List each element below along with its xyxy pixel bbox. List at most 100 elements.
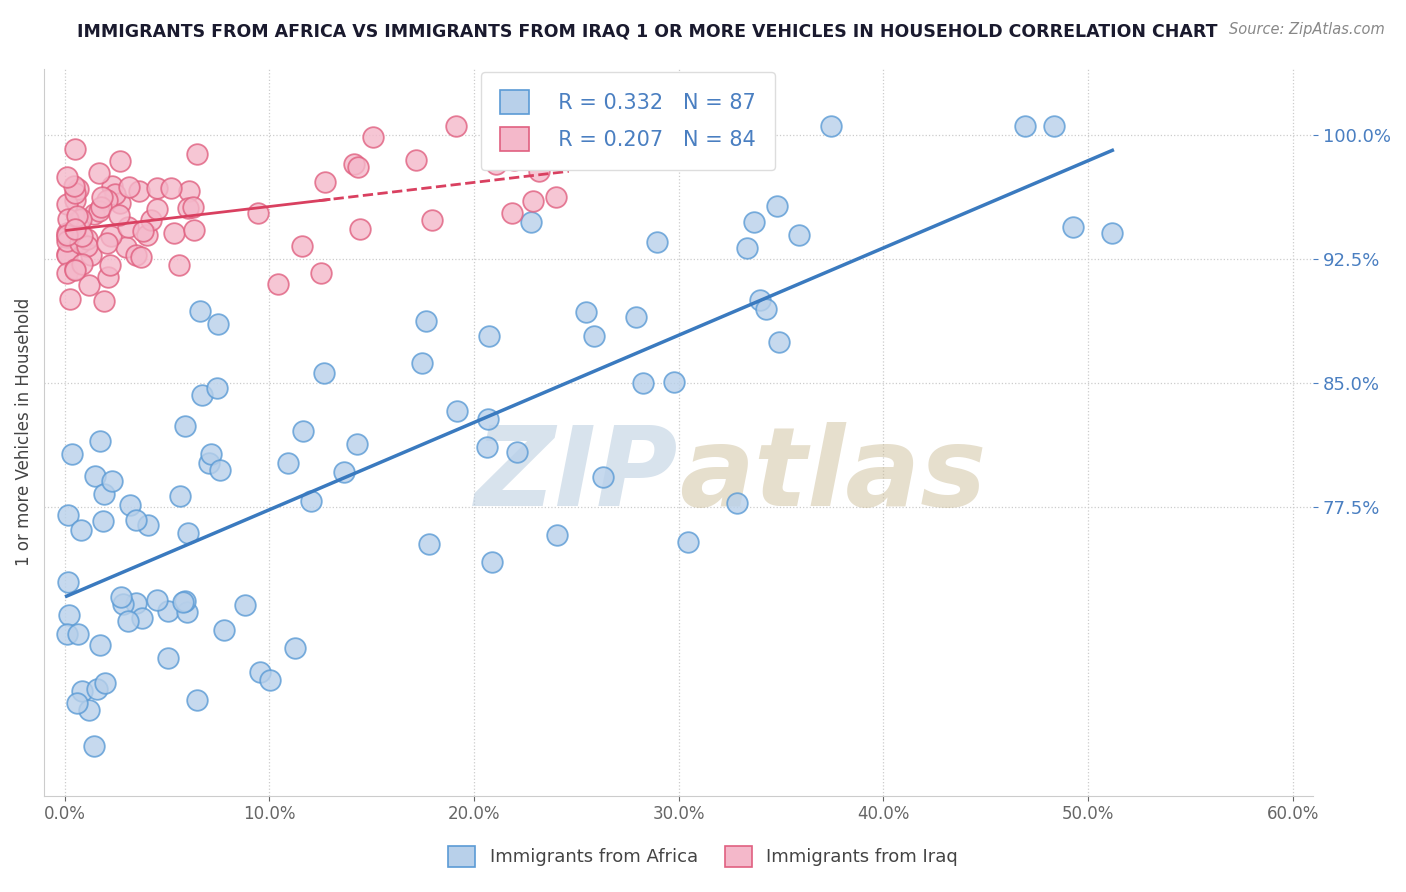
Point: [176, 605, 198, 619]
Point: [183, 223, 205, 237]
Point: [56, 227, 79, 241]
Point: [55, 230, 77, 244]
Point: [186, 147, 208, 161]
Point: [405, 153, 427, 167]
Point: [173, 419, 195, 434]
Point: [145, 593, 167, 607]
Point: [177, 184, 200, 198]
Point: [55, 266, 77, 280]
Point: [299, 493, 322, 508]
Point: [742, 215, 765, 229]
Point: [90, 200, 112, 214]
Point: [65, 261, 87, 276]
Point: [55, 235, 77, 249]
Point: [169, 489, 191, 503]
Point: [132, 224, 155, 238]
Point: [768, 334, 790, 349]
Point: [80, 248, 103, 262]
Point: [70, 211, 93, 226]
Point: [174, 594, 197, 608]
Point: [65, 209, 87, 223]
Point: [91, 514, 114, 528]
Point: [83, 739, 105, 754]
Point: [544, 190, 567, 204]
Text: atlas: atlas: [679, 422, 986, 529]
Point: [363, 130, 385, 145]
Point: [748, 293, 770, 307]
Point: [820, 120, 842, 134]
Point: [501, 206, 523, 220]
Point: [124, 512, 146, 526]
Point: [55, 197, 77, 211]
Point: [115, 240, 138, 254]
Point: [84, 468, 107, 483]
Point: [104, 186, 127, 201]
Point: [520, 215, 543, 229]
Point: [56, 575, 79, 590]
Point: [67, 213, 90, 227]
Point: [145, 181, 167, 195]
Point: [186, 693, 208, 707]
Point: [77, 278, 100, 293]
Point: [212, 623, 235, 637]
Point: [291, 239, 314, 253]
Point: [662, 376, 685, 390]
Point: [737, 241, 759, 255]
Point: [157, 604, 180, 618]
Point: [418, 537, 440, 551]
Point: [575, 305, 598, 319]
Point: [277, 456, 299, 470]
Point: [56, 170, 79, 185]
Point: [676, 535, 699, 549]
Point: [163, 226, 186, 240]
Point: [77, 703, 100, 717]
Point: [259, 673, 281, 687]
Point: [1101, 226, 1123, 240]
Point: [63, 186, 86, 200]
Point: [207, 318, 229, 332]
Point: [233, 599, 256, 613]
Point: [246, 205, 269, 219]
Point: [94, 676, 117, 690]
Point: [89, 166, 111, 180]
Point: [89, 434, 111, 449]
Point: [59, 292, 82, 306]
Point: [58, 508, 80, 522]
Point: [60, 447, 83, 461]
Point: [118, 180, 141, 194]
Point: [83, 207, 105, 221]
Point: [349, 222, 371, 236]
Point: [89, 638, 111, 652]
Point: [62, 178, 84, 193]
Point: [183, 200, 205, 214]
Point: [129, 250, 152, 264]
Point: [69, 524, 91, 538]
Point: [176, 525, 198, 540]
Point: [314, 175, 336, 189]
Point: [346, 160, 368, 174]
Point: [291, 424, 314, 438]
Point: [76, 231, 98, 245]
Point: [58, 607, 80, 622]
Point: [1014, 120, 1036, 134]
Point: [558, 150, 581, 164]
Point: [125, 248, 148, 262]
Point: [198, 456, 221, 470]
Point: [481, 555, 503, 569]
Point: [63, 193, 86, 207]
Point: [100, 258, 122, 272]
Point: [66, 696, 89, 710]
Point: [66, 182, 89, 196]
Point: [1062, 219, 1084, 234]
Point: [70, 683, 93, 698]
Point: [70, 257, 93, 271]
Y-axis label: 1 or more Vehicles in Household: 1 or more Vehicles in Household: [15, 298, 32, 566]
Point: [117, 615, 139, 629]
Point: [633, 376, 655, 390]
Point: [146, 202, 169, 216]
Point: [91, 190, 114, 204]
Point: [312, 367, 335, 381]
Point: [56, 228, 79, 243]
Point: [766, 199, 789, 213]
Point: [58, 211, 80, 226]
